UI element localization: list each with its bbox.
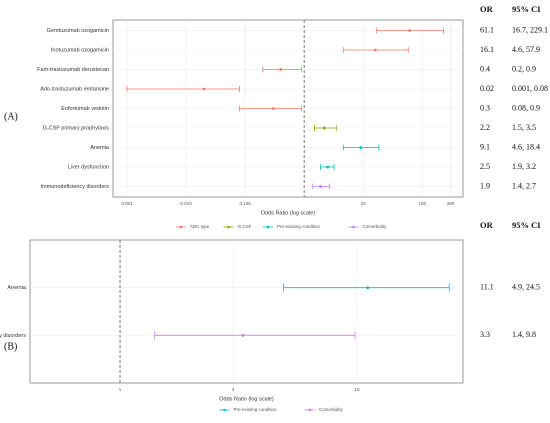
x-tick-label: 0.001 (121, 201, 133, 206)
or-value: 61.1 (480, 25, 494, 34)
legend-key (308, 408, 312, 412)
ci-value: 4.6, 57.9 (512, 45, 540, 54)
x-tick-label: 3 (232, 387, 235, 392)
ci-value: 1.5, 3.5 (512, 123, 536, 132)
point (359, 146, 363, 149)
ci-value: 1.4, 9.8 (512, 330, 536, 339)
point (408, 29, 412, 32)
column-header: 95% CI (512, 220, 541, 230)
point (241, 333, 245, 337)
or-value: 2.5 (480, 162, 490, 171)
legend-label: Pre-existing condition (233, 407, 277, 412)
point (279, 68, 283, 71)
ci-value: 1.9, 3.2 (512, 162, 536, 171)
x-tick-label: 300 (447, 201, 455, 206)
legend-key (227, 225, 230, 229)
x-axis-title: Odds Ratio (log scale) (261, 210, 316, 216)
ci-value: 16.7, 229.1 (512, 25, 548, 34)
point (366, 286, 370, 290)
legend-key (352, 225, 355, 229)
row-label: Fam-trastuzumab deruxtecan (37, 67, 109, 73)
or-value: 16.1 (480, 45, 494, 54)
row-label: Immunodeficiency disorders (0, 333, 26, 339)
point (319, 185, 322, 188)
x-tick-label: 10 (355, 387, 361, 392)
panel-label: (A) (4, 111, 18, 122)
point (322, 126, 326, 130)
panel-label: (B) (4, 341, 17, 352)
row-label: Liver dysfunction (68, 164, 109, 170)
x-tick-label: 1 (119, 387, 122, 392)
point (271, 107, 275, 110)
ci-value: 0.08, 0.9 (512, 103, 540, 112)
column-header: OR (480, 220, 494, 230)
point (202, 87, 206, 91)
x-tick-label: 10 (361, 201, 367, 206)
or-value: 0.02 (480, 84, 494, 93)
x-axis-title: Odds Ratio (log scale) (219, 396, 274, 402)
ci-value: 0.001, 0.08 (512, 84, 548, 93)
row-label: Anemia (7, 285, 27, 291)
or-value: 9.1 (480, 142, 490, 151)
row-label: Inotuzumab ozogamicin (51, 47, 109, 53)
column-header: 95% CI (512, 4, 541, 14)
ci-value: 4.9, 24.5 (512, 282, 540, 291)
ci-value: 0.2, 0.9 (512, 64, 536, 73)
or-value: 3.3 (480, 330, 490, 339)
point (326, 165, 330, 169)
plot-panel (29, 239, 464, 384)
or-value: 11.1 (480, 282, 494, 291)
legend-key (179, 225, 183, 229)
or-value: 0.3 (480, 103, 490, 112)
ci-value: 1.4, 2.7 (512, 181, 536, 190)
legend-key (266, 225, 270, 229)
row-label: Gemtuzumab ozogamicin (47, 28, 109, 34)
column-header: OR (480, 4, 494, 14)
row-label: Immunodeficiency disorders (41, 184, 110, 190)
legend-key (223, 408, 226, 412)
x-tick-label: 0.100 (239, 201, 251, 206)
row-label: G-CSF primary prophylaxis (43, 125, 110, 131)
x-tick-label: 100 (418, 201, 426, 206)
x-tick-label: 0.010 (180, 201, 192, 206)
point (374, 48, 377, 52)
or-value: 1.9 (480, 181, 490, 190)
legend-label: Comorbidity (319, 407, 344, 412)
row-label: Ado-trastuzumab emtansine (40, 86, 109, 92)
legend-label: G-CSF (238, 224, 252, 229)
row-label: Enfortumab vedotin (61, 106, 109, 112)
ci-value: 4.6, 18.4 (512, 142, 540, 151)
legend-label: ADC type (190, 224, 210, 229)
or-value: 0.4 (480, 64, 490, 73)
legend-label: Comorbidity (362, 224, 387, 229)
row-label: Anemia (90, 145, 110, 151)
legend-label: Pre-existing condition (277, 224, 321, 229)
or-value: 2.2 (480, 123, 490, 132)
